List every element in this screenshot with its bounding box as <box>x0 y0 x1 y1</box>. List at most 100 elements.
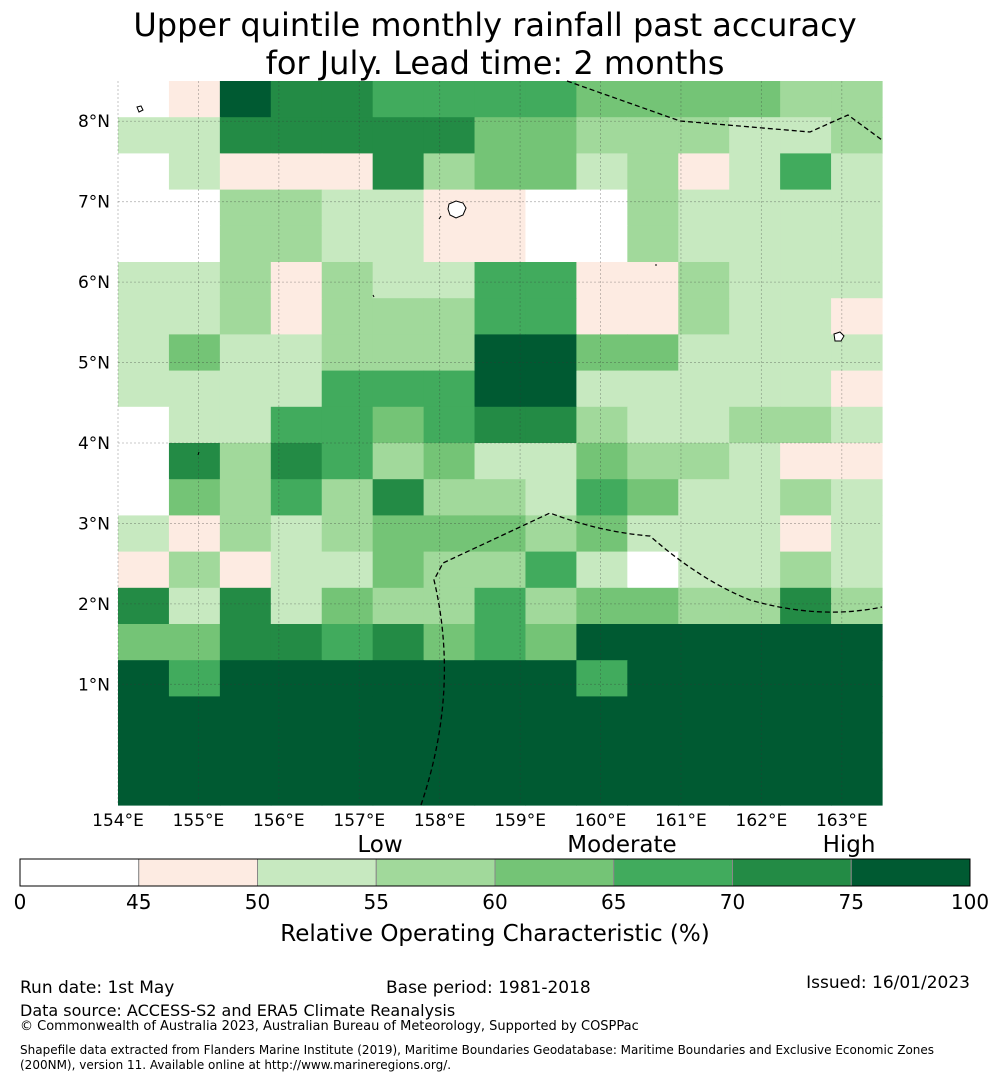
grid-cell <box>780 370 832 408</box>
grid-cell <box>831 443 883 480</box>
colorbar-segment <box>19 858 140 887</box>
grid-cell <box>474 515 527 553</box>
colorbar-category-moderate: Moderate <box>567 832 676 858</box>
grid-cell <box>219 406 272 444</box>
grid-cell <box>372 406 425 444</box>
grid-cell <box>321 406 374 444</box>
grid-cell <box>678 334 730 372</box>
grid-cell <box>423 117 476 154</box>
grid-cell <box>627 660 679 697</box>
grid-cell <box>168 515 221 553</box>
grid-cell <box>729 153 781 191</box>
grid-cell <box>729 189 781 227</box>
grid-cell <box>729 225 781 263</box>
grid-cell <box>219 768 272 806</box>
grid-cell <box>678 624 730 661</box>
grid-cell <box>627 732 679 770</box>
grid-cell <box>576 732 628 770</box>
grid-cell <box>576 768 628 806</box>
colorbar-segment <box>257 858 377 887</box>
grid-cell <box>372 189 425 227</box>
grid-cell <box>219 81 272 118</box>
grid-cell <box>219 515 272 553</box>
map-title-line2: for July. Lead time: 2 months <box>265 44 725 82</box>
grid-cell <box>423 696 476 734</box>
latitude-label: 6°N <box>78 273 110 293</box>
grid-cell <box>678 117 730 154</box>
grid-cell <box>321 587 374 625</box>
grid-cell <box>118 479 170 516</box>
map-overlays <box>136 80 883 806</box>
grid-cell <box>118 225 170 263</box>
grid-cell <box>780 298 832 335</box>
grid-cell <box>474 551 527 589</box>
island-coastline <box>438 215 442 220</box>
grid-cell <box>678 370 730 408</box>
grid-cell <box>270 551 323 589</box>
grid-cell <box>831 768 883 806</box>
colorbar-tick-label: 75 <box>839 890 864 914</box>
grid-cell <box>474 587 527 625</box>
grid-cell <box>678 660 730 697</box>
colorbar-tick-label: 70 <box>720 890 745 914</box>
grid-cell <box>678 406 730 444</box>
grid-cell <box>525 298 577 335</box>
grid-cell <box>270 479 323 516</box>
grid-cell <box>118 587 170 625</box>
copyright-notice: © Commonwealth of Australia 2023, Austra… <box>20 1019 639 1034</box>
grid-cell <box>729 117 781 154</box>
grid-cell <box>423 732 476 770</box>
grid-cell <box>729 443 781 480</box>
grid-cell <box>270 443 323 480</box>
grid-cell <box>576 660 628 697</box>
grid-cell <box>576 189 628 227</box>
colorbar-tick-label: 100 <box>951 890 989 914</box>
grid-cell <box>525 768 577 806</box>
grid-cell <box>168 298 221 335</box>
data-source: Data source: ACCESS-S2 and ERA5 Climate … <box>20 1001 456 1020</box>
longitude-label: 157°E <box>333 811 385 831</box>
grid-cell <box>372 334 425 372</box>
grid-cell <box>474 443 527 480</box>
colorbar-tick-label: 60 <box>482 890 507 914</box>
grid-cell <box>270 406 323 444</box>
grid-cell <box>321 624 374 661</box>
grid-cell <box>219 443 272 480</box>
longitude-label: 155°E <box>173 811 225 831</box>
grid-cell <box>118 660 170 697</box>
grid-cell <box>219 225 272 263</box>
island-coastline <box>372 294 375 298</box>
grid-cell <box>372 370 425 408</box>
grid-cell <box>372 624 425 661</box>
grid-cell <box>168 81 221 118</box>
grid-cell <box>729 551 781 589</box>
colorbar-segment <box>613 858 733 887</box>
accuracy-grid <box>118 81 883 806</box>
island-coastline <box>447 200 467 219</box>
grid-cell <box>321 515 374 553</box>
grid-cell <box>729 768 781 806</box>
grid-cell <box>321 298 374 335</box>
grid-cell <box>780 551 832 589</box>
grid-cell <box>780 189 832 227</box>
colorbar-segment <box>850 858 971 887</box>
grid-cell <box>831 732 883 770</box>
grid-cell <box>321 189 374 227</box>
grid-cell <box>780 406 832 444</box>
grid-cell <box>168 624 221 661</box>
colorbar-segment <box>138 858 258 887</box>
grid-cell <box>474 153 527 191</box>
grid-cell <box>372 443 425 480</box>
grid-cell <box>678 551 730 589</box>
grid-cell <box>576 479 628 516</box>
grid-cell <box>627 81 679 118</box>
latitude-label: 5°N <box>78 354 110 374</box>
grid-cell <box>423 225 476 263</box>
grid-cell <box>780 117 832 154</box>
grid-cell <box>831 225 883 263</box>
latitude-label: 2°N <box>78 595 110 615</box>
grid-cell <box>729 334 781 372</box>
grid-cell <box>321 117 374 154</box>
grid-cell <box>118 551 170 589</box>
map-title-line1: Upper quintile monthly rainfall past acc… <box>133 6 857 44</box>
